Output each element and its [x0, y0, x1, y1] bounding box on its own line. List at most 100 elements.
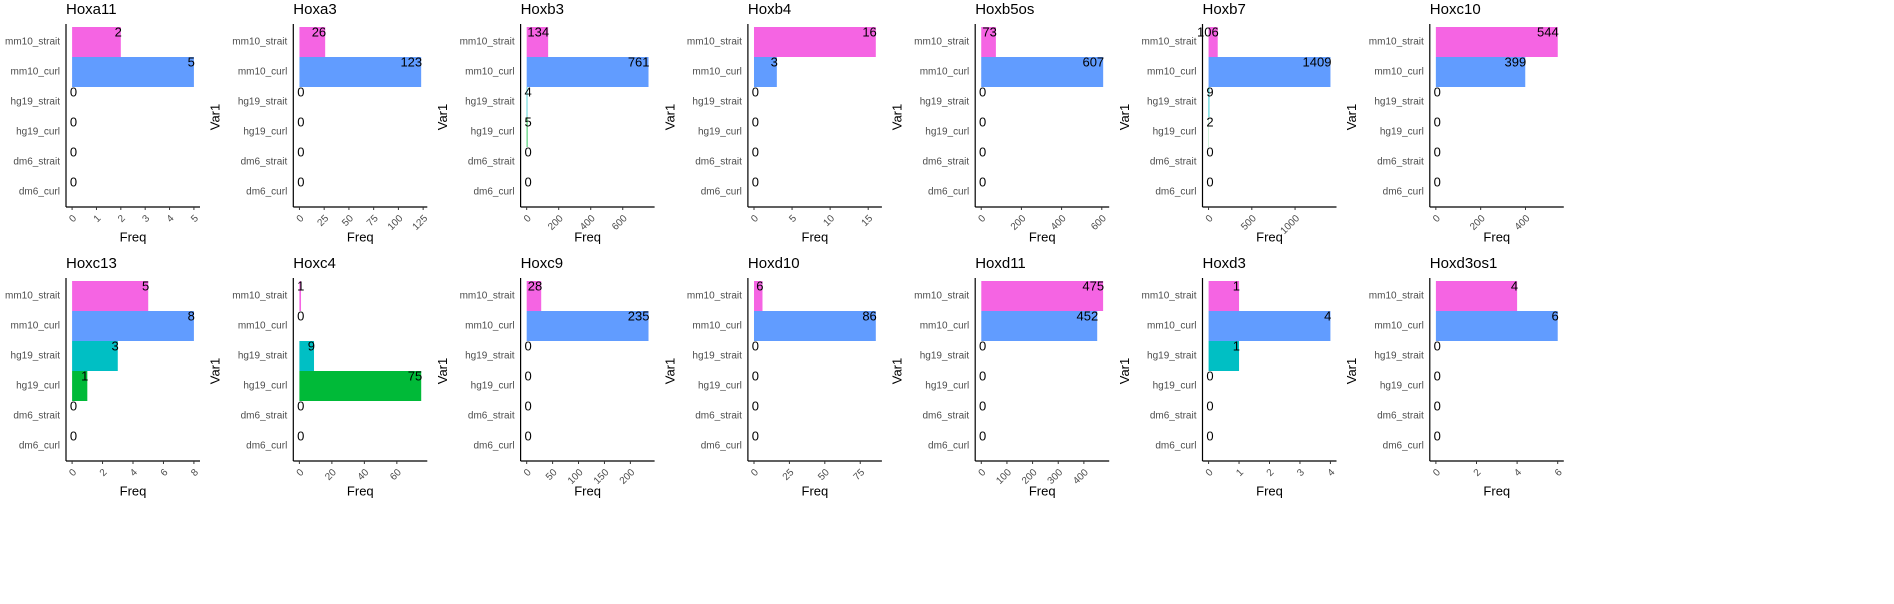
x-tick-label: 100 [386, 213, 406, 233]
x-tick-label: 0 [295, 467, 307, 479]
y-tick-label: hg19_strait [465, 351, 515, 362]
x-tick-label: 200 [546, 213, 566, 233]
y-axis-label: Var1 [662, 104, 677, 131]
panel-title: Hoxd3 [1203, 255, 1246, 272]
y-tick-label: mm10_curl [692, 67, 741, 78]
y-tick-label: mm10_strait [5, 291, 60, 302]
y-axis-label: Var1 [1344, 358, 1359, 385]
value-label: 0 [297, 144, 304, 159]
panel-title: Hoxa11 [66, 1, 117, 18]
bar [753, 27, 876, 57]
value-label: 0 [752, 144, 759, 159]
value-label: 9 [308, 338, 315, 353]
x-tick-label: 1 [1234, 467, 1246, 479]
y-tick-label: hg19_curl [925, 381, 969, 392]
y-tick-label: dm6_curl [246, 441, 287, 452]
value-label: 0 [979, 114, 986, 129]
x-tick-label: 0 [522, 467, 534, 479]
panel-title: Hoxc13 [66, 255, 117, 272]
bar [299, 57, 422, 87]
x-tick-label: 4 [128, 467, 140, 479]
y-tick-label: dm6_curl [928, 441, 969, 452]
bar [753, 57, 777, 87]
x-tick-label: 75 [852, 467, 868, 483]
y-tick-label: hg19_strait [920, 351, 970, 362]
y-tick-label: mm10_strait [460, 37, 515, 48]
x-tick-label: 3 [140, 213, 152, 225]
value-label: 0 [752, 368, 759, 383]
y-tick-label: mm10_strait [5, 37, 60, 48]
x-tick-label: 6 [159, 467, 171, 479]
value-label: 28 [528, 278, 542, 293]
x-tick-label: 4 [165, 213, 177, 225]
bar [1208, 87, 1210, 117]
y-tick-label: mm10_curl [465, 67, 514, 78]
x-tick-label: 0 [749, 467, 761, 479]
x-tick-label: 0 [1431, 213, 1443, 225]
x-tick-label: 2 [116, 213, 128, 225]
value-label: 5 [188, 54, 195, 69]
value-label: 0 [524, 398, 531, 413]
y-tick-label: dm6_strait [241, 157, 288, 168]
value-label: 0 [979, 338, 986, 353]
x-tick-label: 2 [1265, 467, 1277, 479]
value-label: 0 [979, 174, 986, 189]
value-label: 4 [1511, 278, 1518, 293]
value-label: 0 [1206, 144, 1213, 159]
bar [526, 117, 528, 147]
x-axis-label: Freq [347, 229, 374, 244]
x-tick-label: 3 [1295, 467, 1307, 479]
value-label: 0 [1434, 398, 1441, 413]
y-tick-label: dm6_strait [695, 157, 742, 168]
value-label: 5 [142, 278, 149, 293]
y-tick-label: mm10_curl [1374, 321, 1423, 332]
value-label: 75 [408, 368, 422, 383]
x-tick-label: 5 [189, 213, 201, 225]
panel-title: Hoxc4 [293, 255, 336, 272]
value-label: 0 [979, 144, 986, 159]
y-axis-label: Var1 [208, 104, 223, 131]
value-label: 0 [752, 428, 759, 443]
y-tick-label: mm10_strait [914, 291, 969, 302]
x-axis-label: Freq [802, 483, 829, 498]
bar [1435, 311, 1558, 341]
value-label: 1 [81, 368, 88, 383]
y-axis-label: Var1 [1344, 104, 1359, 131]
bar [1435, 27, 1558, 57]
y-tick-label: dm6_strait [923, 411, 970, 422]
value-label: 475 [1082, 278, 1104, 293]
bar [753, 311, 876, 341]
value-label: 73 [982, 24, 996, 39]
y-axis-label: Var1 [435, 358, 450, 385]
value-label: 0 [70, 144, 77, 159]
y-tick-label: hg19_strait [238, 97, 288, 108]
value-label: 0 [752, 398, 759, 413]
x-tick-label: 4 [1512, 467, 1524, 479]
value-label: 5 [524, 114, 531, 129]
x-tick-label: 0 [67, 467, 79, 479]
y-tick-label: dm6_strait [1377, 157, 1424, 168]
value-label: 0 [70, 84, 77, 99]
x-axis-label: Freq [1483, 229, 1510, 244]
x-tick-label: 100 [994, 467, 1014, 487]
value-label: 0 [297, 84, 304, 99]
x-axis-label: Freq [574, 483, 601, 498]
value-label: 0 [1434, 84, 1441, 99]
y-axis-label: Var1 [208, 358, 223, 385]
value-label: 0 [70, 114, 77, 129]
bar [72, 57, 194, 87]
value-label: 0 [979, 84, 986, 99]
y-tick-label: dm6_curl [246, 187, 287, 198]
y-tick-label: hg19_curl [698, 127, 742, 138]
bar [1208, 341, 1240, 371]
y-tick-label: mm10_strait [914, 37, 969, 48]
x-axis-label: Freq [1029, 483, 1056, 498]
value-label: 0 [979, 398, 986, 413]
value-label: 86 [862, 308, 876, 323]
bar [526, 281, 542, 311]
value-label: 399 [1505, 54, 1527, 69]
x-tick-label: 0 [977, 467, 989, 479]
x-axis-label: Freq [1256, 229, 1283, 244]
y-tick-label: mm10_strait [1141, 37, 1196, 48]
